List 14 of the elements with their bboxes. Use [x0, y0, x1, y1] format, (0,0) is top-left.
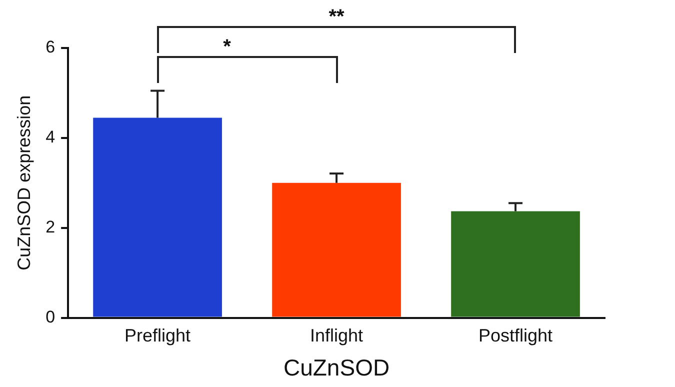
x-tick-label: Postflight [478, 326, 553, 346]
y-tick-label: 6 [46, 38, 56, 57]
y-axis-title: CuZnSOD expression [14, 95, 34, 270]
bar [93, 118, 222, 317]
bar [272, 182, 401, 317]
y-tick-label: 4 [46, 128, 56, 147]
annotation: * [223, 36, 231, 59]
y-tick-label: 0 [46, 307, 56, 326]
bar [451, 211, 580, 317]
text: ** [328, 6, 344, 29]
y-tick-label: 2 [46, 218, 56, 237]
x-tick-label: Preflight [124, 326, 191, 346]
x-tick-label: Inflight [310, 326, 364, 346]
x-axis-title: CuZnSOD [283, 354, 390, 381]
